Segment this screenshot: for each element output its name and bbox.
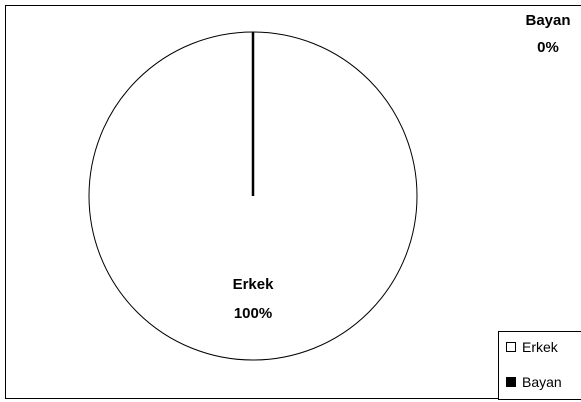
- legend-label-bayan: Bayan: [522, 374, 562, 390]
- legend-swatch-erkek: [507, 343, 516, 352]
- label-bayan-name: Bayan: [525, 12, 570, 29]
- label-erkek-name: Erkek: [233, 276, 275, 293]
- label-bayan-percent: 0%: [537, 39, 559, 56]
- label-erkek-percent: 100%: [234, 305, 272, 322]
- legend-swatch-bayan: [506, 377, 516, 387]
- legend: Erkek Bayan: [499, 332, 581, 400]
- legend-label-erkek: Erkek: [522, 339, 559, 355]
